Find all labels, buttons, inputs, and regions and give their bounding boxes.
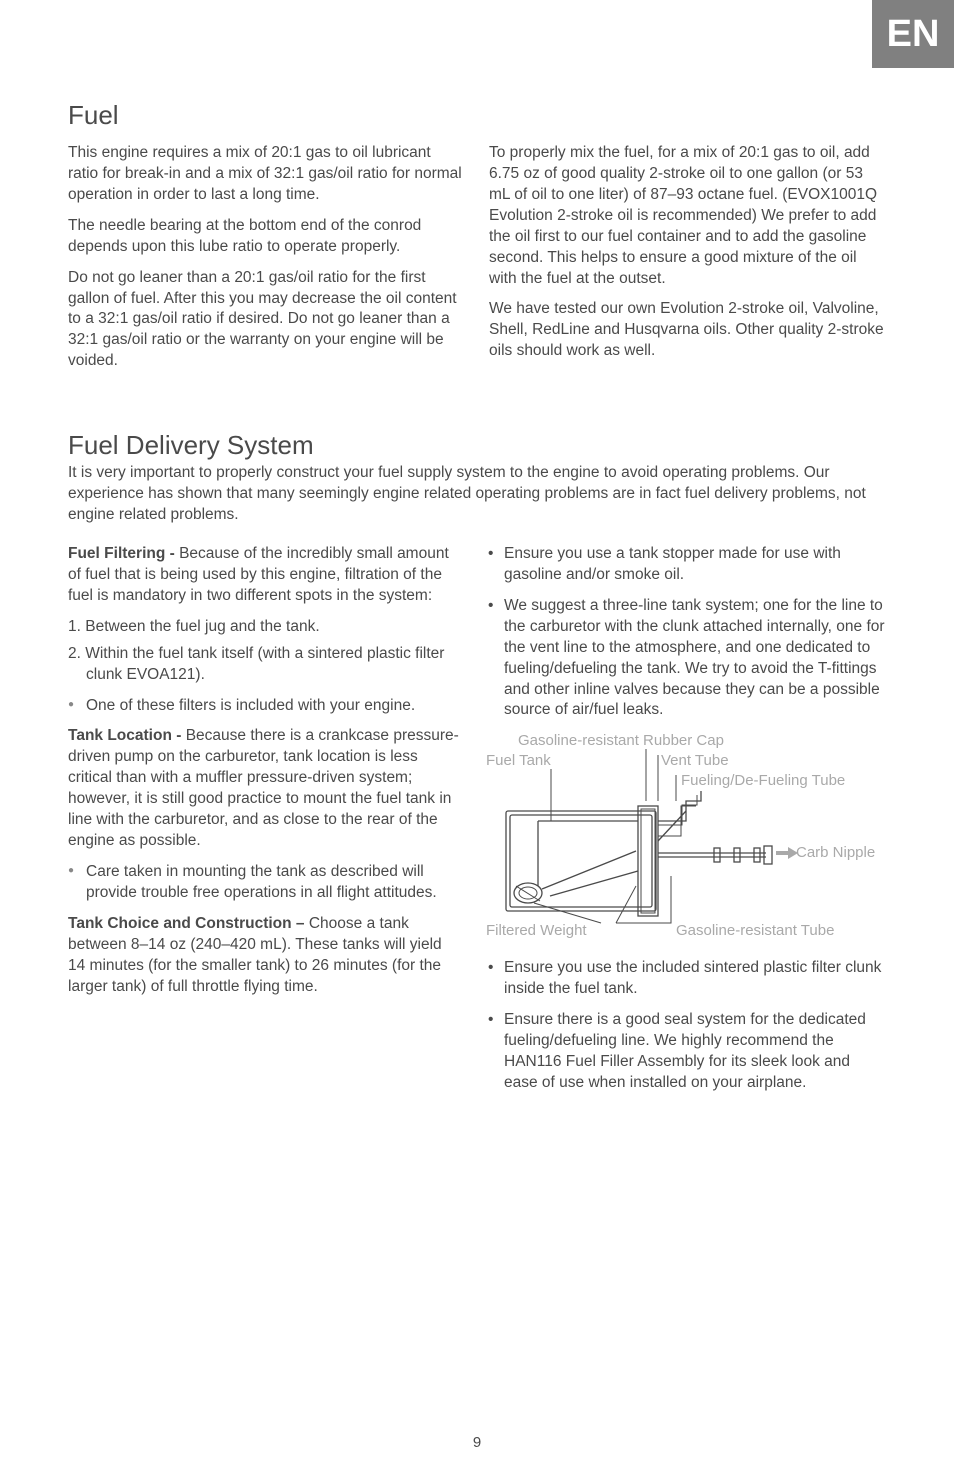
tank-diagram: Gasoline-resistant Rubber Cap Fuel Tank … [486, 731, 886, 946]
right-bullets-top: Ensure you use a tank stopper made for u… [486, 544, 886, 721]
location-label: Tank Location - [68, 727, 186, 744]
label-weight: Filtered Weight [486, 922, 587, 939]
filter-item-2: 2. Within the fuel tank itself (with a s… [68, 644, 462, 686]
label-gastube: Gasoline-resistant Tube [676, 922, 834, 939]
choice-label: Tank Choice and Construction – [68, 915, 309, 932]
tank-diagram-svg: Gasoline-resistant Rubber Cap Fuel Tank … [486, 731, 886, 941]
delivery-right: Ensure you use a tank stopper made for u… [486, 544, 886, 1104]
filter-note: One of these filters is included with yo… [68, 696, 462, 717]
fuel-title: Fuel [68, 100, 886, 131]
delivery-left: Fuel Filtering - Because of the incredib… [68, 544, 462, 1104]
filter-list: 1. Between the fuel jug and the tank. 2.… [68, 617, 462, 686]
page-number: 9 [0, 1434, 954, 1451]
location-text: Because there is a crankcase pressure-dr… [68, 727, 459, 849]
fuel-left-col: This engine requires a mix of 20:1 gas t… [68, 143, 465, 382]
label-fueling: Fueling/De-Fueling Tube [681, 772, 845, 789]
fuel-p1: This engine requires a mix of 20:1 gas t… [68, 143, 465, 206]
label-cap: Gasoline-resistant Rubber Cap [518, 732, 724, 749]
label-nipple: Carb Nipple [796, 844, 875, 861]
right-bullets-bottom: Ensure you use the included sintered pla… [486, 958, 886, 1094]
filtering-label: Fuel Filtering - [68, 545, 179, 562]
fuel-r-p1: To properly mix the fuel, for a mix of 2… [489, 143, 886, 289]
bullet-clunk: Ensure you use the included sintered pla… [486, 958, 886, 1000]
delivery-columns: Fuel Filtering - Because of the incredib… [68, 544, 886, 1104]
language-tab: EN [872, 0, 954, 68]
fuel-p2: The needle bearing at the bottom end of … [68, 216, 465, 258]
choice-para: Tank Choice and Construction – Choose a … [68, 914, 462, 998]
bullet-threeline: We suggest a three-line tank system; one… [486, 596, 886, 722]
delivery-title: Fuel Delivery System [68, 430, 886, 461]
filter-item-1: 1. Between the fuel jug and the tank. [68, 617, 462, 638]
fuel-columns: This engine requires a mix of 20:1 gas t… [68, 143, 886, 382]
bullet-seal: Ensure there is a good seal system for t… [486, 1010, 886, 1094]
fuel-r-p2: We have tested our own Evolution 2-strok… [489, 299, 886, 362]
page-content: Fuel This engine requires a mix of 20:1 … [0, 0, 954, 1144]
location-para: Tank Location - Because there is a crank… [68, 726, 462, 852]
label-vent: Vent Tube [661, 752, 729, 769]
label-tank: Fuel Tank [486, 752, 551, 769]
filtering-para: Fuel Filtering - Because of the incredib… [68, 544, 462, 607]
fuel-p3: Do not go leaner than a 20:1 gas/oil rat… [68, 268, 465, 373]
delivery-intro: It is very important to properly constru… [68, 463, 886, 526]
fuel-right-col: To properly mix the fuel, for a mix of 2… [489, 143, 886, 382]
mount-note: Care taken in mounting the tank as descr… [68, 862, 462, 904]
bullet-stopper: Ensure you use a tank stopper made for u… [486, 544, 886, 586]
delivery-section: Fuel Delivery System It is very importan… [68, 430, 886, 1104]
